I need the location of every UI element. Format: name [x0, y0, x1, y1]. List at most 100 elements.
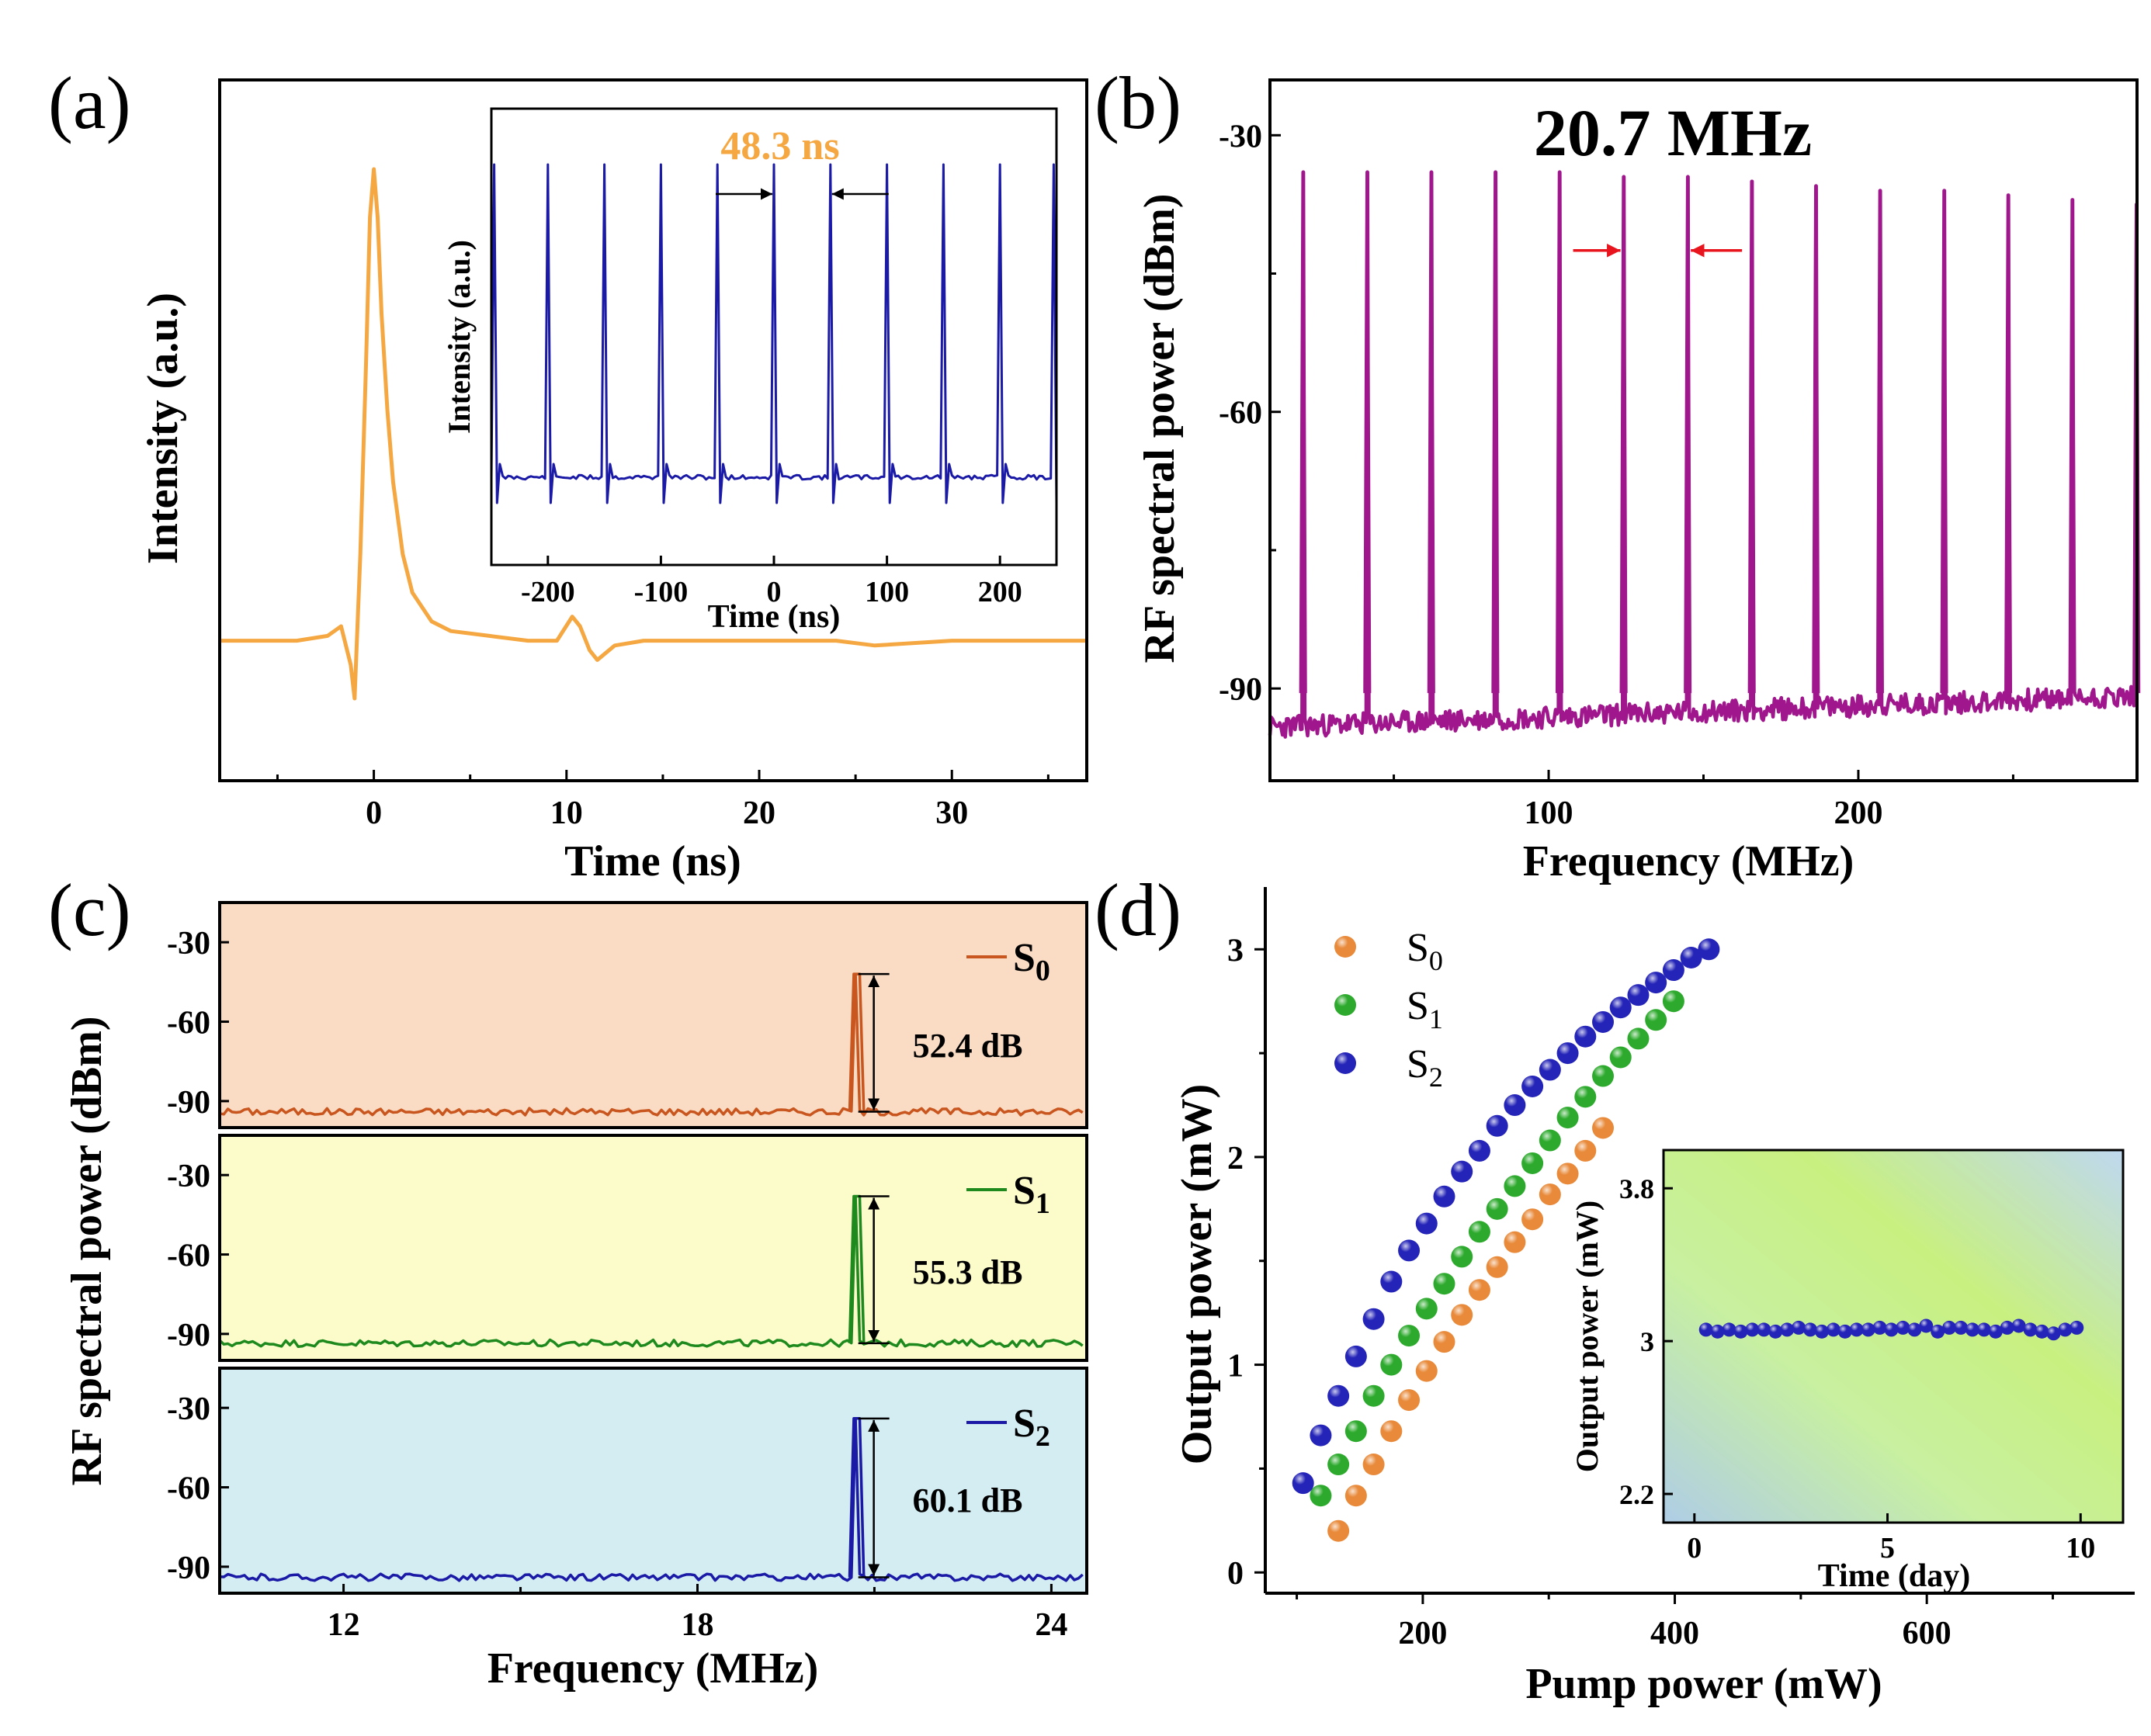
panel-b-rf-spectrum-trace [1268, 170, 2141, 739]
panel-d-point-highlight [1468, 1279, 1490, 1301]
panel-a-plot-area [220, 167, 1087, 701]
panel-c-xlabel: Frequency (MHz) [487, 1644, 819, 1693]
panel-d-point-highlight [1468, 1221, 1490, 1243]
panel-c-subplot-background [220, 1135, 1087, 1360]
panel-a-xtick-label: 0 [366, 795, 382, 831]
panel-d-xlabel: Pump power (mW) [1525, 1660, 1882, 1708]
panel-d-point-highlight [1327, 1454, 1350, 1476]
panel-d-legend-marker-highlight [1334, 994, 1356, 1016]
panel-d-point-highlight [1662, 990, 1684, 1013]
panel-a-xtick-label: 10 [550, 795, 583, 831]
panel-d-point-highlight [1433, 1185, 1455, 1208]
panel-d-point-highlight [1698, 938, 1720, 961]
panel-b-chart: 100 200 -30 -60 -90 Frequency (MHz) RF spect… [1136, 78, 2141, 885]
panel-d-point-highlight [1609, 1046, 1632, 1069]
panel-d-point-highlight [1662, 959, 1684, 982]
panel-a-chart: 0 10 20 30 Time (ns) Intensity (a.u.) -200-… [139, 78, 1088, 885]
panel-c-legend-subscript: 2 [1036, 1420, 1050, 1453]
panel-d-inset-point-highlight [2011, 1318, 2026, 1333]
panel-c-xtick-label: 18 [681, 1607, 713, 1643]
panel-a-inset-ylabel: Intensity (a.u.) [442, 240, 477, 434]
panel-d-point-highlight [1574, 1139, 1597, 1162]
panel-d-point-highlight [1521, 1152, 1544, 1174]
panel-c-spectrum-trace-S1 [218, 1194, 1084, 1348]
panel-c-ytick-label: -30 [167, 926, 210, 962]
panel-a-inset-xtick-label: -200 [521, 576, 575, 608]
panel-c-snr-label: 52.4 dB [913, 1027, 1023, 1065]
panel-d-point-highlight [1362, 1384, 1385, 1407]
panel-c-ylabel: RF spectral power (dBm) [63, 1016, 111, 1485]
panel-d-point-highlight [1398, 1389, 1421, 1412]
panel-d-inset-point-highlight [2069, 1320, 2084, 1335]
panel-d-point-highlight [1680, 947, 1702, 968]
panel-d-point-highlight [1310, 1424, 1332, 1447]
panel-c-ytick-label: -60 [167, 1006, 210, 1041]
panel-c-spectrum-trace-S0 [219, 972, 1084, 1117]
panel-d-point-highlight [1327, 1384, 1350, 1407]
panel-d-point-highlight [1415, 1360, 1438, 1382]
panel-d-point-highlight [1556, 1163, 1579, 1185]
panel-a-inset-x-axis: -200 -100 0 100 200 [521, 556, 1022, 608]
panel-d-inset-point-highlight [1884, 1322, 1899, 1337]
panel-c-ytick-label: -60 [167, 1239, 210, 1274]
panel-b-plot-area [1268, 170, 2141, 739]
panel-d-inset-point-highlight [2035, 1324, 2049, 1339]
panel-d-point-highlight [1292, 1472, 1314, 1495]
panel-d-inset-point-highlight [1780, 1322, 1795, 1337]
panel-c-ytick-label: -30 [167, 1391, 210, 1427]
panel-d-point-highlight [1645, 972, 1667, 994]
panel-d-point-highlight [1486, 1197, 1508, 1220]
panel-label-c: (c) [48, 868, 131, 951]
panel-d-inset-point-highlight [1872, 1320, 1887, 1335]
panel-d-inset-point-highlight [1907, 1322, 1922, 1337]
panel-c-subplot-background [220, 1368, 1087, 1593]
panel-d-inset-ytick-label: 3 [1640, 1326, 1654, 1357]
panel-d-series-S2 [1292, 938, 1720, 1495]
panel-c-xtick-label: 24 [1035, 1607, 1067, 1643]
panel-d-point-highlight [1451, 1160, 1473, 1183]
panel-d-point-highlight [1468, 1139, 1490, 1162]
panel-d-inset-point-highlight [1954, 1320, 1969, 1335]
panel-d-point-highlight [1645, 1009, 1667, 1031]
panel-label-d: (d) [1095, 868, 1181, 951]
panel-d-point-highlight [1556, 1042, 1579, 1065]
panel-d-inset-ytick-label: 2.2 [1619, 1479, 1654, 1510]
panel-c-xtick-label: 12 [328, 1607, 360, 1643]
panel-d-point-highlight [1380, 1270, 1403, 1293]
panel-d-point-highlight [1310, 1485, 1332, 1507]
panel-d-inset-point-highlight [1803, 1322, 1818, 1337]
panel-b-xtick-label: 200 [1834, 795, 1882, 831]
panel-d-xtick-label: 200 [1398, 1616, 1447, 1651]
panel-label-b: (b) [1095, 61, 1181, 144]
panel-d-inset-point-highlight [1931, 1324, 1945, 1339]
panel-c-ytick-label: -60 [167, 1471, 210, 1507]
panel-d-point-highlight [1344, 1345, 1367, 1367]
panel-a-inset-xlabel: Time (ns) [708, 599, 841, 635]
panel-d-inset-point-highlight [1698, 1322, 1713, 1337]
panel-d-legend-label: S0 [1407, 926, 1443, 976]
panel-d-inset-point-highlight [1792, 1320, 1806, 1335]
panel-c-legend-subscript: 0 [1036, 955, 1050, 987]
panel-a-inset-xtick-label: 100 [865, 576, 909, 608]
panel-d-point-highlight [1415, 1298, 1438, 1320]
panel-a-ylabel: Intensity (a.u.) [139, 293, 187, 564]
panel-d-inset-xtick-label: 5 [1880, 1532, 1895, 1564]
panel-c-subplot-frame [218, 901, 1088, 1129]
panel-a-inset-pulse-train [490, 163, 1058, 504]
panel-d-inset-axes: 0 5 10 2.2 3 3.8 [1619, 1173, 2095, 1564]
panel-d-inset-frame [1662, 1149, 2125, 1524]
panel-d-point-highlight [1592, 1065, 1615, 1087]
panel-a-x-axis: 0 10 20 30 [276, 770, 1049, 831]
panel-d-point-highlight [1486, 1256, 1508, 1278]
panel-d-inset-point-highlight [1768, 1324, 1783, 1339]
panel-a-inset-xtick-label: 200 [978, 576, 1022, 608]
panel-d-inset-point-highlight [1976, 1322, 1991, 1337]
panel-d-point-highlight [1592, 1010, 1615, 1033]
panel-a-xlabel: Time (ns) [564, 837, 741, 885]
panel-d-point-highlight [1398, 1239, 1421, 1262]
panel-d-inset-point-highlight [1722, 1322, 1736, 1337]
